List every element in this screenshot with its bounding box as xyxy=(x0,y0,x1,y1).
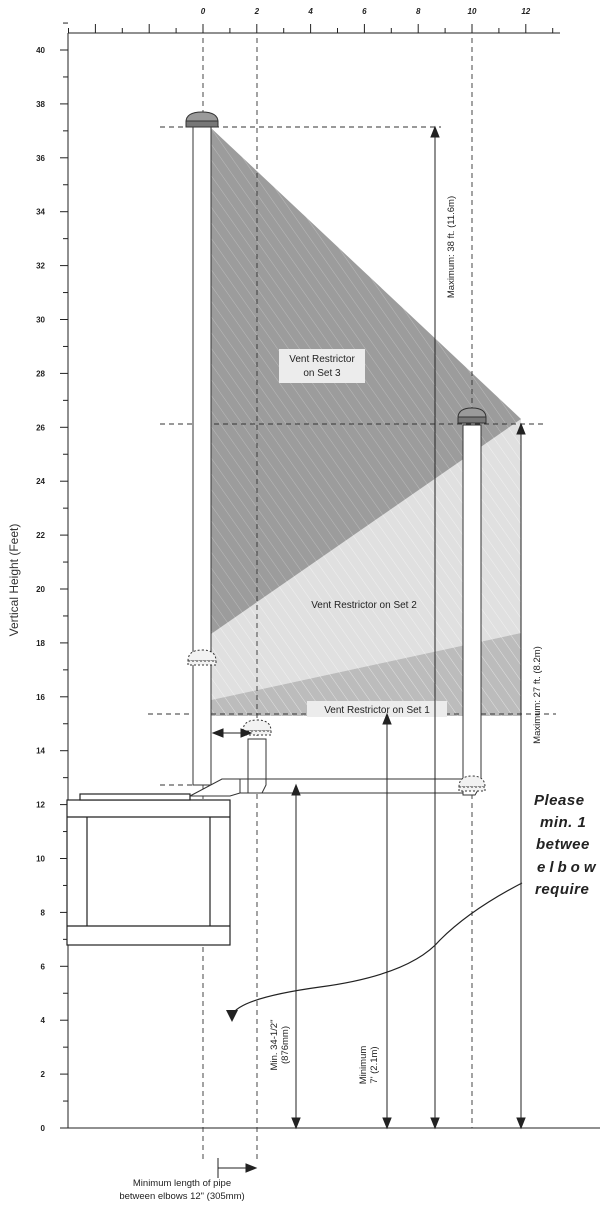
cap-dashed-19 xyxy=(187,649,217,662)
region-set3-hatch xyxy=(211,128,521,634)
y-tick-label: 26 xyxy=(36,423,45,432)
side-note-line5: require xyxy=(535,881,589,898)
cap-27 xyxy=(457,407,487,419)
side-note-line4: elbow xyxy=(537,859,600,876)
y-tick-label: 34 xyxy=(36,208,45,217)
y-tick-label: 8 xyxy=(41,908,46,917)
vent-pipes xyxy=(189,124,482,797)
y-tick-label: 6 xyxy=(41,962,46,971)
fireplace-box xyxy=(66,793,231,946)
x-tick-label: 10 xyxy=(468,7,477,16)
x-axis-ticks: 0 2 4 6 8 10 12 xyxy=(68,7,554,33)
region-labels: Vent Restrictor on Set 3 Vent Restrictor… xyxy=(279,349,447,717)
x-tick-label: 0 xyxy=(201,7,206,16)
y-axis-title: Vertical Height (Feet) xyxy=(7,524,21,637)
x-tick-label: 8 xyxy=(416,7,421,16)
x-axis: 0 2 4 6 8 10 12 xyxy=(68,7,560,34)
y-tick-label: 30 xyxy=(36,316,45,325)
y-tick-label: 40 xyxy=(36,46,45,55)
label-set3-line2: on Set 3 xyxy=(303,368,341,379)
dim-7ft-line2: 7' (2.1m) xyxy=(369,1046,380,1083)
side-note: Please min. 1 betwee elbow require xyxy=(534,792,600,898)
bottom-note-line2: between elbows 12" (305mm) xyxy=(119,1191,244,1202)
label-set1: Vent Restrictor on Set 1 xyxy=(324,705,430,716)
y-tick-label: 36 xyxy=(36,154,45,163)
region-set1-hatch xyxy=(211,633,521,716)
y-tick-label: 22 xyxy=(36,531,45,540)
y-tick-label: 0 xyxy=(41,1124,46,1133)
dim-7ft-line1: Minimum xyxy=(358,1046,369,1085)
dimension-labels: Maximum: 38 ft. (11.6m) Maximum: 27 ft. … xyxy=(119,196,543,1202)
x-tick-label: 12 xyxy=(521,7,530,16)
y-tick-label: 18 xyxy=(36,639,45,648)
y-tick-label: 4 xyxy=(41,1016,46,1025)
shaded-regions xyxy=(211,128,521,716)
y-tick-label: 32 xyxy=(36,262,45,271)
side-note-line3: betwee xyxy=(536,836,590,853)
y-tick-label: 10 xyxy=(36,855,45,864)
x-tick-label: 6 xyxy=(362,7,367,16)
label-set2: Vent Restrictor on Set 2 xyxy=(311,600,417,611)
side-note-line2: min. 1 xyxy=(540,814,586,831)
dim-38ft: Maximum: 38 ft. (11.6m) xyxy=(446,196,457,298)
x-tick-label: 2 xyxy=(254,7,260,16)
y-tick-label: 38 xyxy=(36,100,45,109)
cap-dashed-12 xyxy=(458,775,486,788)
dim-34in-line1: Min. 34-1/2" xyxy=(269,1020,280,1071)
y-tick-label: 2 xyxy=(41,1070,46,1079)
y-tick-label: 12 xyxy=(36,801,45,810)
cap-top-38 xyxy=(185,111,219,123)
dimension-lines xyxy=(211,125,526,1178)
dim-27ft: Maximum: 27 ft. (8.2m) xyxy=(532,646,543,744)
y-tick-label: 16 xyxy=(36,693,45,702)
x-tick-label: 4 xyxy=(307,7,313,16)
cap-dashed-7 xyxy=(242,719,272,732)
label-set3-line1: Vent Restrictor xyxy=(289,354,355,365)
y-tick-label: 28 xyxy=(36,369,45,378)
pointer-arrow xyxy=(226,882,523,1022)
dim-34in-line2: (876mm) xyxy=(280,1026,291,1064)
y-tick-label: 14 xyxy=(36,747,45,756)
y-tick-label: 24 xyxy=(36,477,45,486)
y-tick-label: 20 xyxy=(36,585,45,594)
side-note-line1: Please xyxy=(534,792,585,809)
bottom-note-line1: Minimum length of pipe xyxy=(133,1178,231,1189)
